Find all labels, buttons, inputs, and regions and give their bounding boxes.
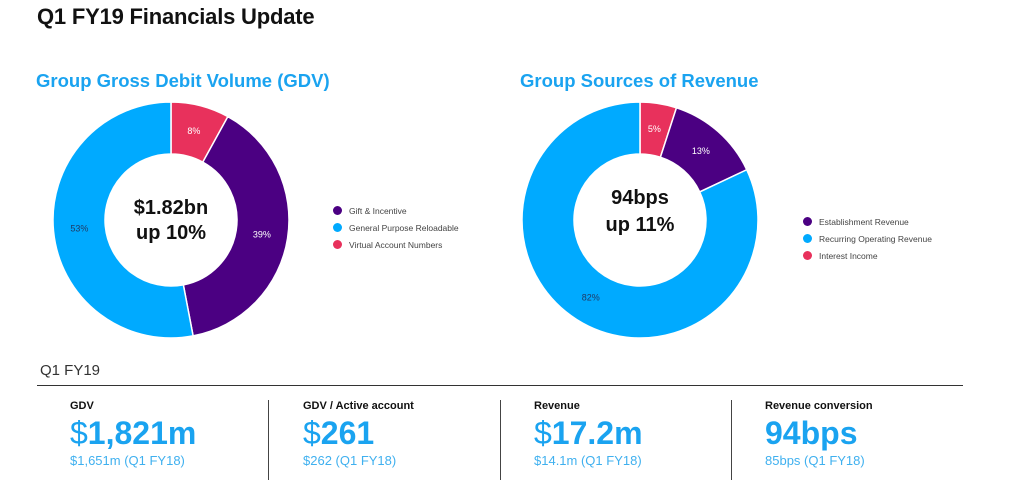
revenue-chart-title: Group Sources of Revenue	[520, 70, 759, 91]
slice-value-label: 8%	[187, 126, 200, 136]
kpi-amount: 261	[320, 415, 375, 451]
kpi-label: Revenue	[534, 400, 580, 412]
kpi-currency: $	[70, 415, 88, 451]
legend-label: Establishment Revenue	[819, 216, 909, 227]
gdv-center-change: up 10%	[135, 222, 207, 244]
kpi-revenue: Revenue $17.2m $14.1m (Q1 FY18)	[534, 400, 764, 468]
donut-slice-general-purpose-reloadable	[52, 101, 194, 339]
kpi-label: GDV	[70, 400, 94, 412]
slice-value-label: 82%	[582, 293, 600, 303]
kpi-amount: 17.2m	[551, 415, 643, 451]
legend-item-interest-income: Interest Income	[803, 247, 932, 264]
revenue-donut-svg: 5% 13% 82%	[521, 101, 759, 339]
legend-item-recurring-operating-revenue: Recurring Operating Revenue	[803, 230, 932, 247]
kpi-comparison: $262 (Q1 FY18)	[303, 453, 397, 468]
legend-label: General Purpose Reloadable	[349, 222, 459, 233]
kpi-label: GDV / Active account	[303, 400, 414, 412]
kpi-revenue-conversion: Revenue conversion 94bps 85bps (Q1 FY18)	[765, 400, 995, 468]
kpi-divider	[268, 400, 269, 480]
kpi-gdv: GDV $1,821m $1,651m (Q1 FY18)	[70, 400, 300, 468]
gdv-donut-chart: 8% 39% 53% $1.82bn up 10%	[51, 100, 291, 340]
kpi-value: 94bps	[765, 415, 995, 451]
legend-swatch	[333, 223, 342, 232]
gdv-center-value: $1.82bn	[133, 197, 209, 219]
legend-label: Recurring Operating Revenue	[819, 233, 932, 244]
kpi-currency: $	[303, 415, 321, 451]
kpi-label: Revenue conversion	[765, 400, 873, 412]
revenue-center-change: up 11%	[605, 214, 675, 236]
period-label: Q1 FY19	[40, 362, 101, 379]
gdv-chart-title: Group Gross Debit Volume (GDV)	[36, 70, 330, 91]
legend-item-general-purpose-reloadable: General Purpose Reloadable	[333, 219, 459, 236]
kpi-comparison: 85bps (Q1 FY18)	[765, 453, 865, 468]
legend-swatch	[333, 206, 342, 215]
slice-value-label: 13%	[692, 146, 710, 156]
kpi-value: $1,821m	[70, 415, 300, 451]
donut-slice-gift-incentive	[182, 115, 290, 337]
legend-swatch	[803, 251, 812, 260]
kpi-amount: 94bps	[765, 415, 858, 451]
kpi-gdv-per-account: GDV / Active account $261 $262 (Q1 FY18)	[303, 400, 533, 468]
legend-swatch	[803, 234, 812, 243]
kpi-divider	[500, 400, 501, 480]
legend-item-virtual-account-numbers: Virtual Account Numbers	[333, 236, 459, 253]
kpi-currency: $	[534, 415, 552, 451]
gdv-legend: Gift & Incentive General Purpose Reloadab…	[333, 202, 459, 253]
revenue-donut-chart: 5% 13% 82% 94bps up 11%	[520, 100, 760, 340]
slice-value-label: 39%	[253, 229, 271, 239]
donut-slice-recurring-operating-revenue	[521, 101, 759, 339]
kpi-amount: 1,821m	[87, 415, 197, 451]
legend-swatch	[333, 240, 342, 249]
revenue-legend: Establishment Revenue Recurring Operating…	[803, 213, 932, 264]
legend-label: Gift & Incentive	[349, 205, 407, 216]
legend-item-establishment-revenue: Establishment Revenue	[803, 213, 932, 230]
revenue-center-value: 94bps	[611, 187, 669, 209]
slice-value-label: 5%	[648, 124, 661, 134]
legend-label: Interest Income	[819, 250, 878, 261]
kpi-comparison: $14.1m (Q1 FY18)	[534, 453, 642, 468]
kpi-comparison: $1,651m (Q1 FY18)	[70, 453, 185, 468]
slice-value-label: 53%	[70, 224, 88, 234]
legend-item-gift-incentive: Gift & Incentive	[333, 202, 459, 219]
kpi-value: $17.2m	[534, 415, 764, 451]
legend-label: Virtual Account Numbers	[349, 239, 443, 250]
section-divider-line	[37, 385, 963, 386]
page-title: Q1 FY19 Financials Update	[37, 4, 315, 29]
kpi-divider	[731, 400, 732, 480]
gdv-donut-svg: 8% 39% 53%	[52, 101, 290, 339]
legend-swatch	[803, 217, 812, 226]
kpi-value: $261	[303, 415, 533, 451]
